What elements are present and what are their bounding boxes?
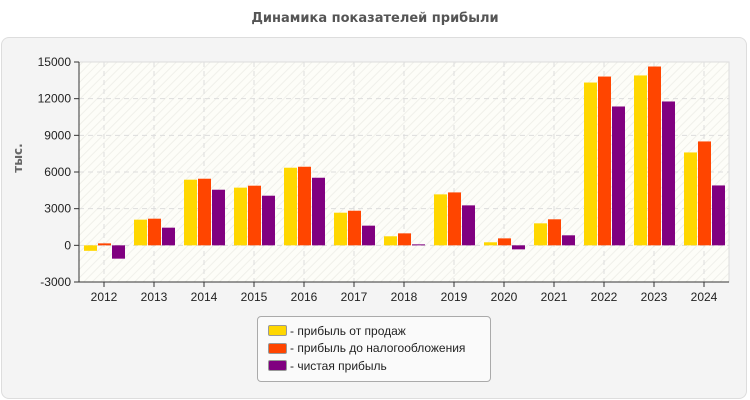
legend-swatch (268, 342, 287, 354)
x-tick-label: 2012 (91, 290, 118, 304)
bar-1-2017 (348, 210, 361, 246)
x-tick-label: 2019 (441, 290, 468, 304)
legend-item-net[interactable]: - чистая прибыль (268, 357, 490, 375)
y-tick-label: 0 (64, 238, 71, 252)
x-tick-label: 2018 (391, 290, 418, 304)
bar-0-2014 (184, 179, 197, 246)
bar-1-2016 (298, 166, 311, 246)
bar-2-2012 (112, 245, 125, 259)
y-tick-label: 15000 (38, 55, 72, 69)
bar-0-2022 (584, 82, 597, 246)
x-tick-label: 2024 (691, 290, 718, 304)
bar-0-2016 (284, 167, 297, 246)
x-tick-label: 2013 (141, 290, 168, 304)
bar-1-2018 (398, 233, 411, 246)
legend-swatch (268, 325, 287, 337)
bar-1-2023 (648, 66, 661, 246)
x-tick-label: 2014 (191, 290, 218, 304)
y-tick-label: 9000 (44, 128, 71, 142)
bar-1-2015 (248, 185, 261, 246)
bar-0-2017 (334, 212, 347, 246)
y-tick-label: 6000 (44, 165, 71, 179)
y-tick-label: 3000 (44, 202, 71, 216)
bar-0-2015 (234, 187, 247, 246)
y-tick-label: 12000 (38, 92, 72, 106)
bar-1-2024 (698, 141, 711, 246)
bar-2-2020 (512, 245, 525, 250)
legend-label: - прибыль до налогообложения (290, 341, 466, 356)
bar-0-2012 (84, 245, 97, 251)
bar-2-2024 (712, 185, 725, 246)
x-tick-label: 2015 (241, 290, 268, 304)
bar-0-2020 (484, 242, 497, 246)
bar-1-2022 (598, 76, 611, 246)
x-tick-label: 2016 (291, 290, 318, 304)
bar-1-2012 (98, 243, 111, 246)
x-tick-label: 2020 (491, 290, 518, 304)
y-axis-label: тыс. (11, 143, 25, 172)
legend-swatch (268, 360, 287, 372)
bar-1-2019 (448, 192, 461, 246)
bar-2-2019 (462, 205, 475, 246)
chart-title: Динамика показателей прибыли (251, 11, 499, 26)
legend-item-sales[interactable]: - прибыль от продаж (268, 322, 490, 340)
bar-2-2022 (612, 106, 625, 246)
bar-2-2021 (562, 235, 575, 246)
legend-label: - чистая прибыль (290, 358, 387, 373)
bar-0-2023 (634, 75, 647, 246)
bar-2-2023 (662, 101, 675, 246)
y-tick-label: -3000 (40, 275, 71, 289)
bar-0-2024 (684, 152, 697, 246)
x-tick-label: 2017 (341, 290, 368, 304)
bar-0-2021 (534, 223, 547, 246)
bar-2-2017 (362, 225, 375, 246)
x-tick-label: 2023 (641, 290, 668, 304)
bar-2-2016 (312, 177, 325, 246)
bar-2-2013 (162, 227, 175, 246)
bar-1-2020 (498, 238, 511, 246)
bar-0-2013 (134, 219, 147, 246)
legend-item-pretax[interactable]: - прибыль до налогообложения (268, 340, 490, 358)
bar-1-2014 (198, 178, 211, 246)
x-tick-label: 2021 (541, 290, 568, 304)
bar-1-2021 (548, 219, 561, 246)
bar-0-2019 (434, 194, 447, 246)
legend: - прибыль от продаж - прибыль до налогоо… (257, 316, 491, 382)
x-tick-label: 2022 (591, 290, 618, 304)
bar-1-2013 (148, 218, 161, 246)
bar-2-2015 (262, 195, 275, 246)
bar-2-2014 (212, 189, 225, 246)
bar-2-2018 (412, 244, 425, 246)
legend-label: - прибыль от продаж (290, 323, 406, 338)
bar-0-2018 (384, 236, 397, 246)
